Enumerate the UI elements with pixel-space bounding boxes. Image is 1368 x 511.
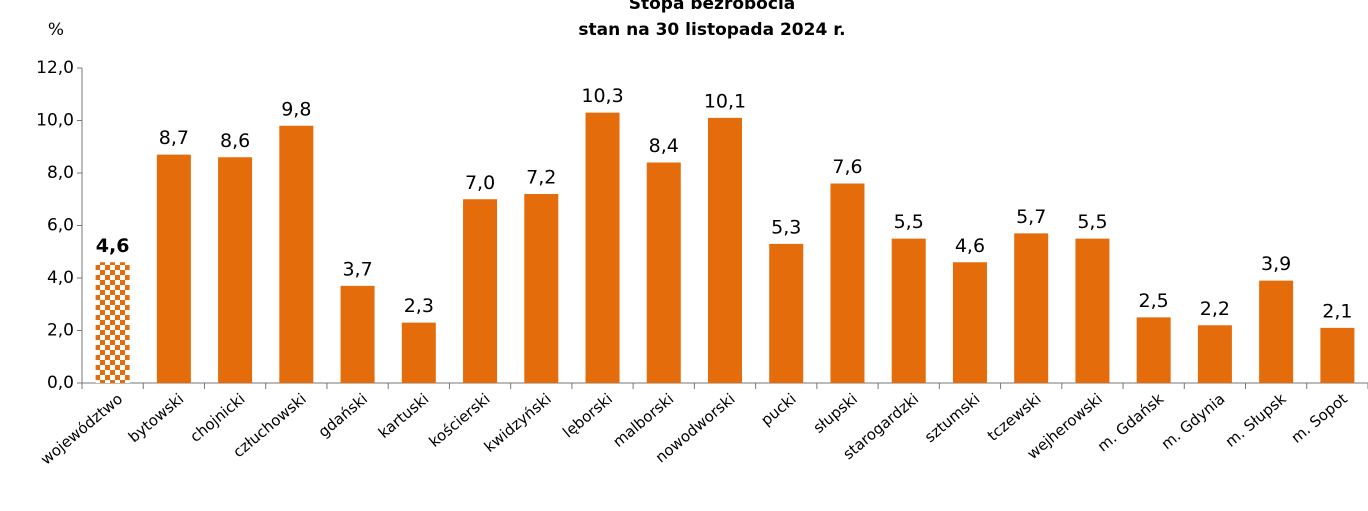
bar [340, 285, 375, 383]
value-label: 8,4 [649, 135, 679, 157]
bar [1259, 280, 1294, 383]
bar [952, 262, 987, 383]
bar [279, 125, 314, 383]
x-tick-label: kartuski [375, 390, 432, 442]
x-tick-label: sztumski [921, 390, 983, 446]
x-tick-label: m. Słupsk [1222, 390, 1290, 451]
value-label: 8,6 [220, 130, 250, 152]
y-tick-label: 4,0 [47, 268, 74, 288]
value-label: 3,7 [342, 258, 372, 280]
x-tick-label: chojnicki [187, 390, 249, 446]
bar [524, 194, 559, 383]
bar [401, 322, 436, 383]
value-label: 2,2 [1200, 298, 1230, 320]
bar [891, 238, 926, 383]
value-label: 5,3 [771, 216, 801, 238]
bar [1075, 238, 1110, 383]
value-label: 7,0 [465, 172, 495, 194]
x-tick-label: tczewski [984, 390, 1045, 445]
bar [830, 183, 865, 383]
bar [95, 262, 130, 383]
bar [769, 243, 804, 383]
y-axis-label: % [48, 20, 64, 40]
value-label: 5,5 [894, 211, 924, 233]
value-label: 2,1 [1322, 300, 1352, 322]
value-label: 10,3 [581, 85, 623, 107]
y-tick-label: 0,0 [47, 373, 74, 393]
x-tick-label: województwo [37, 390, 126, 469]
value-label: 3,9 [1261, 253, 1291, 275]
x-tick-label: bytowski [125, 390, 187, 446]
bar [156, 154, 191, 383]
x-tick-label: lęborski [559, 390, 616, 442]
bar [1014, 233, 1049, 383]
value-label: 7,2 [526, 167, 556, 189]
x-tick-label: słupski [810, 390, 861, 437]
y-tick-label: 2,0 [47, 321, 74, 341]
bar [1136, 317, 1171, 383]
value-label: 4,6 [96, 235, 130, 257]
value-label: 5,5 [1077, 211, 1107, 233]
bar [218, 157, 253, 383]
x-tick-label: m. Sopot [1288, 390, 1351, 447]
chart-subtitle: stan na 30 listopada 2024 r. [578, 20, 845, 40]
value-label: 7,6 [832, 156, 862, 178]
y-tick-label: 12,0 [36, 58, 74, 78]
y-tick-label: 6,0 [47, 216, 74, 236]
value-label: 4,6 [955, 235, 985, 257]
value-label: 9,8 [281, 98, 311, 120]
value-label: 2,5 [1139, 290, 1169, 312]
value-label: 2,3 [404, 295, 434, 317]
bar [1197, 325, 1232, 383]
x-tick-label: m. Gdynia [1158, 390, 1229, 453]
x-tick-label: m. Gdańsk [1094, 390, 1167, 456]
bar [585, 112, 620, 383]
x-tick-label: kwidzyński [481, 390, 555, 456]
y-tick-label: 10,0 [36, 111, 74, 131]
value-label: 10,1 [704, 90, 746, 112]
bar [1320, 327, 1355, 383]
x-tick-label: pucki [757, 390, 799, 430]
x-tick-label: gdański [315, 390, 371, 441]
y-tick-label: 8,0 [47, 163, 74, 183]
bar [463, 199, 498, 383]
bar [708, 117, 742, 383]
value-label: 8,7 [159, 127, 189, 149]
bar [646, 162, 681, 383]
chart-title: Stopa bezrobocia [629, 0, 796, 14]
value-label: 5,7 [1016, 206, 1046, 228]
